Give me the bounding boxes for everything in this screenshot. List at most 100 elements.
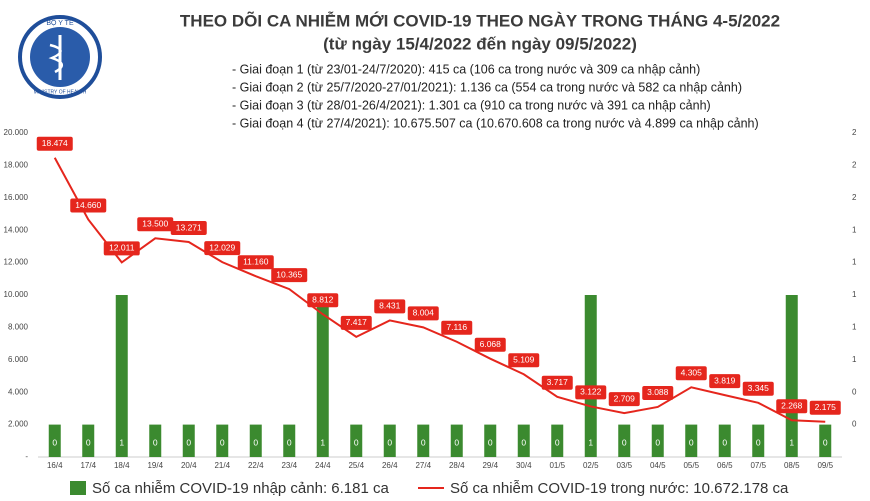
logo: BỘ Y TẾ MINISTRY OF HEALTH — [18, 15, 102, 99]
y2-tick-label: 2 — [852, 193, 857, 202]
label-bg — [642, 385, 674, 400]
label-bg — [340, 315, 372, 330]
label-bg — [474, 337, 506, 352]
value-label: 3.122 — [580, 387, 602, 397]
x-tick-label: 18/4 — [114, 461, 130, 470]
value-label: 3.345 — [748, 383, 770, 393]
bar — [584, 295, 597, 457]
label-bg — [374, 299, 406, 314]
bar — [517, 424, 530, 457]
label-bg — [809, 400, 841, 415]
bar — [551, 424, 564, 457]
x-tick-label: 29/4 — [482, 461, 498, 470]
bar-label: 0 — [153, 437, 158, 447]
label-bg — [608, 392, 640, 407]
x-tick-label: 19/4 — [147, 461, 163, 470]
bar-label: 0 — [287, 437, 292, 447]
value-label: 18.474 — [42, 138, 68, 148]
bar — [149, 424, 162, 457]
bar — [182, 424, 195, 457]
bar — [48, 424, 61, 457]
legend-label: Số ca nhiễm COVID-19 trong nước: 10.672.… — [450, 480, 789, 497]
bar — [283, 424, 296, 457]
x-tick-label: 17/4 — [80, 461, 96, 470]
bar-label: 1 — [119, 437, 124, 447]
x-tick-label: 26/4 — [382, 461, 398, 470]
chart-title: THEO DÕI CA NHIỄM MỚI COVID-19 THEO NGÀY… — [180, 10, 780, 30]
value-label: 8.004 — [413, 308, 435, 318]
x-tick-label: 06/5 — [717, 461, 733, 470]
value-label: 6.068 — [480, 339, 502, 349]
bar-label: 0 — [454, 437, 459, 447]
value-label: 2.709 — [614, 393, 636, 403]
bar-label: 0 — [421, 437, 426, 447]
legend-label: Số ca nhiễm COVID-19 nhập cảnh: 6.181 ca — [92, 480, 390, 497]
y-tick-label: 12.000 — [4, 258, 29, 267]
label-bg — [271, 268, 308, 283]
value-label: 14.660 — [75, 200, 101, 210]
y2-tick-label: 1 — [852, 258, 857, 267]
label-bg — [70, 198, 107, 213]
value-label: 8.812 — [312, 294, 334, 304]
label-bg — [675, 366, 707, 381]
value-label: 7.116 — [446, 322, 467, 332]
y2-tick-label: 2 — [852, 128, 857, 137]
bar — [618, 424, 631, 457]
bar — [718, 424, 731, 457]
label-bg — [776, 399, 808, 414]
label-bg — [237, 255, 274, 270]
y-tick-label: 10.000 — [4, 290, 29, 299]
bar-label: 1 — [789, 437, 794, 447]
bar-label: 1 — [588, 437, 593, 447]
logo-text: BỘ Y TẾ — [46, 17, 74, 27]
bar — [651, 424, 664, 457]
bar — [383, 424, 396, 457]
label-bg — [307, 293, 339, 308]
bar-label: 0 — [689, 437, 694, 447]
y2-tick-label: 0 — [852, 420, 857, 429]
legend-swatch — [70, 481, 86, 495]
label-bg — [575, 385, 607, 400]
x-tick-label: 23/4 — [281, 461, 297, 470]
bar-label: 0 — [354, 437, 359, 447]
bar-label: 0 — [220, 437, 225, 447]
value-label: 8.431 — [379, 301, 401, 311]
label-bg — [36, 136, 73, 151]
x-tick-label: 01/5 — [549, 461, 565, 470]
y-tick-label: 18.000 — [4, 161, 29, 170]
bar-label: 0 — [555, 437, 560, 447]
value-label: 12.029 — [209, 242, 235, 252]
chart-subtitle: (từ ngày 15/4/2022 đến ngày 09/5/2022) — [323, 34, 637, 53]
x-tick-label: 03/5 — [616, 461, 632, 470]
y-tick-label: 20.000 — [4, 128, 29, 137]
bar-label: 0 — [186, 437, 191, 447]
x-tick-label: 05/5 — [683, 461, 699, 470]
value-label: 10.365 — [276, 269, 302, 279]
label-bg — [508, 353, 540, 368]
value-label: 2.175 — [815, 402, 837, 412]
label-bg — [541, 375, 573, 390]
bar — [819, 424, 832, 457]
label-bg — [137, 217, 174, 232]
label-bg — [441, 320, 473, 335]
bar-label: 1 — [320, 437, 325, 447]
x-tick-label: 30/4 — [516, 461, 532, 470]
x-tick-label: 04/5 — [650, 461, 666, 470]
y2-tick-label: 2 — [852, 161, 857, 170]
annotation: - Giai đoạn 3 (từ 28/01-26/4/2021): 1.30… — [232, 98, 711, 112]
bar-label: 0 — [86, 437, 91, 447]
y-tick-label: 4.000 — [8, 387, 29, 396]
label-bg — [170, 221, 207, 236]
y-tick-label: 2.000 — [8, 420, 29, 429]
bar-label: 0 — [52, 437, 57, 447]
line — [53, 157, 826, 423]
bar — [752, 424, 765, 457]
y2-tick-label: 1 — [852, 225, 857, 234]
x-tick-label: 16/4 — [47, 461, 63, 470]
x-tick-label: 27/4 — [415, 461, 431, 470]
annotation: - Giai đoạn 2 (từ 25/7/2020-27/01/2021):… — [232, 80, 742, 94]
bar-label: 0 — [387, 437, 392, 447]
x-tick-label: 28/4 — [449, 461, 465, 470]
label-bg — [103, 241, 140, 256]
value-label: 12.011 — [109, 243, 135, 253]
